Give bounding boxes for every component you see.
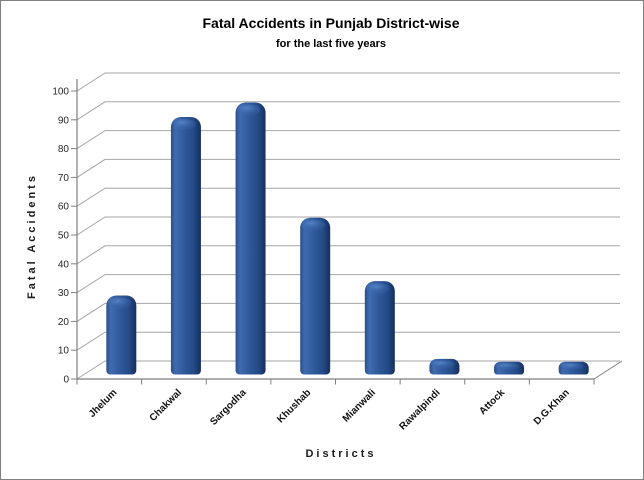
x-label-attock: Attock bbox=[477, 387, 507, 417]
x-label-chakwal: Chakwal bbox=[148, 387, 185, 424]
bar-cap-highlight-rawalpindi bbox=[430, 360, 455, 369]
y-tick-label-100: 100 bbox=[52, 87, 69, 98]
x-label-khushab: Khushab bbox=[275, 387, 313, 425]
y-tick-label-20: 20 bbox=[58, 317, 70, 328]
x-label-d-g-khan: D.G.Khan bbox=[532, 387, 572, 427]
gridline-60 bbox=[76, 187, 620, 207]
gridline-100 bbox=[76, 72, 620, 92]
bar-cap-highlight-chakwal bbox=[171, 118, 196, 130]
floor-right-edge bbox=[593, 360, 623, 380]
gridlines bbox=[76, 72, 620, 380]
y-tick-label-50: 50 bbox=[58, 231, 70, 242]
y-axis-title: Fatal Accidents bbox=[26, 173, 38, 299]
bar-cap-highlight-sargodha bbox=[236, 104, 261, 116]
gridline-90 bbox=[76, 101, 620, 121]
y-tick-label-0: 0 bbox=[63, 375, 69, 386]
y-tick-labels: 0 10 20 30 40 50 60 70 80 90 100 bbox=[52, 87, 69, 386]
gridline-50 bbox=[76, 216, 620, 236]
bar-jhelum bbox=[106, 295, 137, 375]
bar-mianwali bbox=[364, 281, 395, 375]
y-tick-label-70: 70 bbox=[58, 173, 70, 184]
gridline-40 bbox=[76, 245, 620, 265]
chart-title: Fatal Accidents in Punjab District-wise bbox=[203, 15, 460, 31]
y-tick-label-80: 80 bbox=[58, 144, 70, 155]
bar-chakwal bbox=[170, 116, 201, 375]
gridline-10 bbox=[76, 331, 620, 351]
bar-cap-highlight-attock bbox=[495, 362, 520, 370]
bar-cap-highlight-khushab bbox=[301, 219, 326, 231]
gridline-20 bbox=[76, 302, 620, 322]
gridline-0 bbox=[76, 360, 620, 380]
gridline-70 bbox=[76, 158, 620, 178]
y-tick-label-90: 90 bbox=[58, 115, 70, 126]
bar-cap-highlight-mianwali bbox=[365, 283, 390, 295]
x-label-mianwali: Mianwali bbox=[341, 387, 378, 424]
x-axis-title: Districts bbox=[305, 448, 376, 460]
x-label-rawalpindi: Rawalpindi bbox=[397, 387, 442, 432]
x-category-labels: Jhelum Chakwal Sargodha Khushab Mianwali Rawa… bbox=[87, 387, 572, 432]
y-tick-label-40: 40 bbox=[58, 259, 70, 270]
x-label-sargodha: Sargodha bbox=[208, 387, 249, 428]
y-tick-label-60: 60 bbox=[58, 202, 70, 213]
bar-series bbox=[106, 102, 589, 375]
axes bbox=[71, 79, 623, 385]
x-label-jhelum: Jhelum bbox=[87, 387, 120, 420]
bar-khushab bbox=[300, 217, 331, 375]
chart-subtitle: for the last five years bbox=[276, 38, 386, 50]
y-tick-label-30: 30 bbox=[58, 288, 70, 299]
bar-cap-highlight-d-g-khan bbox=[559, 362, 584, 370]
bar-sargodha bbox=[235, 102, 266, 375]
gridline-80 bbox=[76, 130, 620, 150]
y-tick-label-10: 10 bbox=[58, 346, 70, 357]
gridline-30 bbox=[76, 274, 620, 294]
bar-cap-highlight-jhelum bbox=[107, 297, 132, 309]
